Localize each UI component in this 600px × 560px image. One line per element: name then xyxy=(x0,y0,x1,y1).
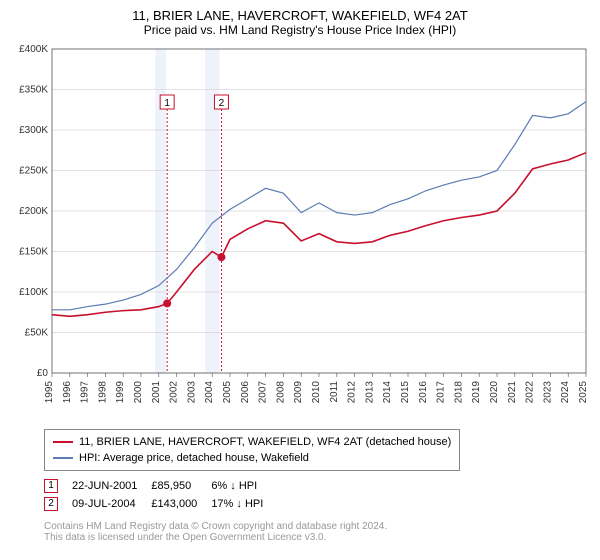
legend-swatch-hpi xyxy=(53,457,73,459)
price-chart: £0 £50K £100K £150K £200K £250K £300K £350K £400… xyxy=(8,43,592,423)
svg-text:2018: 2018 xyxy=(453,381,464,404)
svg-text:2001: 2001 xyxy=(151,381,162,404)
svg-text:2004: 2004 xyxy=(204,381,215,404)
footer-line: Contains HM Land Registry data © Crown c… xyxy=(44,521,592,532)
svg-text:1998: 1998 xyxy=(97,381,108,404)
svg-text:2010: 2010 xyxy=(311,381,322,404)
svg-text:£250K: £250K xyxy=(19,166,48,177)
legend: 11, BRIER LANE, HAVERCROFT, WAKEFIELD, W… xyxy=(44,429,460,471)
svg-text:£400K: £400K xyxy=(19,44,48,55)
legend-swatch-property xyxy=(53,441,73,443)
chart-subtitle: Price paid vs. HM Land Registry's House … xyxy=(8,23,592,37)
table-row: 1 22-JUN-2001 £85,950 6% ↓ HPI xyxy=(44,477,277,495)
svg-text:2009: 2009 xyxy=(293,381,304,404)
svg-text:2: 2 xyxy=(219,98,225,109)
svg-text:2014: 2014 xyxy=(382,381,393,404)
svg-text:2022: 2022 xyxy=(525,381,536,404)
svg-text:1: 1 xyxy=(164,98,170,109)
svg-text:£300K: £300K xyxy=(19,125,48,136)
svg-text:£100K: £100K xyxy=(19,287,48,298)
legend-item-property: 11, BRIER LANE, HAVERCROFT, WAKEFIELD, W… xyxy=(53,434,451,450)
svg-text:£0: £0 xyxy=(37,368,49,379)
svg-text:2020: 2020 xyxy=(489,381,500,404)
svg-text:2000: 2000 xyxy=(133,381,144,404)
sale-marker-2: 2 xyxy=(44,497,58,511)
svg-text:1995: 1995 xyxy=(44,381,55,404)
sale-marker-1: 1 xyxy=(44,479,58,493)
svg-text:2015: 2015 xyxy=(400,381,411,404)
svg-text:2024: 2024 xyxy=(560,381,571,404)
sale-date: 09-JUL-2004 xyxy=(72,495,151,513)
svg-text:2019: 2019 xyxy=(471,381,482,404)
chart-title: 11, BRIER LANE, HAVERCROFT, WAKEFIELD, W… xyxy=(8,8,592,23)
svg-text:1996: 1996 xyxy=(62,381,73,404)
sale-price: £143,000 xyxy=(151,495,211,513)
svg-text:2003: 2003 xyxy=(186,381,197,404)
footer-line: This data is licensed under the Open Gov… xyxy=(44,532,592,543)
svg-text:2012: 2012 xyxy=(347,381,358,404)
legend-label-hpi: HPI: Average price, detached house, Wake… xyxy=(79,450,309,466)
svg-text:2023: 2023 xyxy=(542,381,553,404)
svg-text:2006: 2006 xyxy=(240,381,251,404)
svg-text:£350K: £350K xyxy=(19,85,48,96)
sale-price: £85,950 xyxy=(151,477,211,495)
svg-text:2017: 2017 xyxy=(436,381,447,404)
svg-text:2016: 2016 xyxy=(418,381,429,404)
license-footer: Contains HM Land Registry data © Crown c… xyxy=(44,521,592,543)
legend-item-hpi: HPI: Average price, detached house, Wake… xyxy=(53,450,451,466)
table-row: 2 09-JUL-2004 £143,000 17% ↓ HPI xyxy=(44,495,277,513)
svg-text:2011: 2011 xyxy=(329,381,340,403)
svg-text:2005: 2005 xyxy=(222,381,233,404)
chart-canvas: £0 £50K £100K £150K £200K £250K £300K £350K £400… xyxy=(8,43,592,423)
svg-text:2008: 2008 xyxy=(275,381,286,404)
svg-text:1997: 1997 xyxy=(80,381,91,404)
sale-delta: 6% ↓ HPI xyxy=(211,477,277,495)
svg-text:2007: 2007 xyxy=(258,381,269,404)
svg-text:2021: 2021 xyxy=(507,381,518,404)
svg-text:2025: 2025 xyxy=(578,381,589,404)
sale-date: 22-JUN-2001 xyxy=(72,477,151,495)
svg-text:2002: 2002 xyxy=(169,381,180,404)
sale-delta: 17% ↓ HPI xyxy=(211,495,277,513)
svg-text:2013: 2013 xyxy=(364,381,375,404)
svg-text:1999: 1999 xyxy=(115,381,126,404)
svg-text:£150K: £150K xyxy=(19,247,48,258)
svg-text:£200K: £200K xyxy=(19,206,48,217)
legend-label-property: 11, BRIER LANE, HAVERCROFT, WAKEFIELD, W… xyxy=(79,434,451,450)
svg-text:£50K: £50K xyxy=(25,328,49,339)
sales-table: 1 22-JUN-2001 £85,950 6% ↓ HPI 2 09-JUL-… xyxy=(44,477,277,513)
